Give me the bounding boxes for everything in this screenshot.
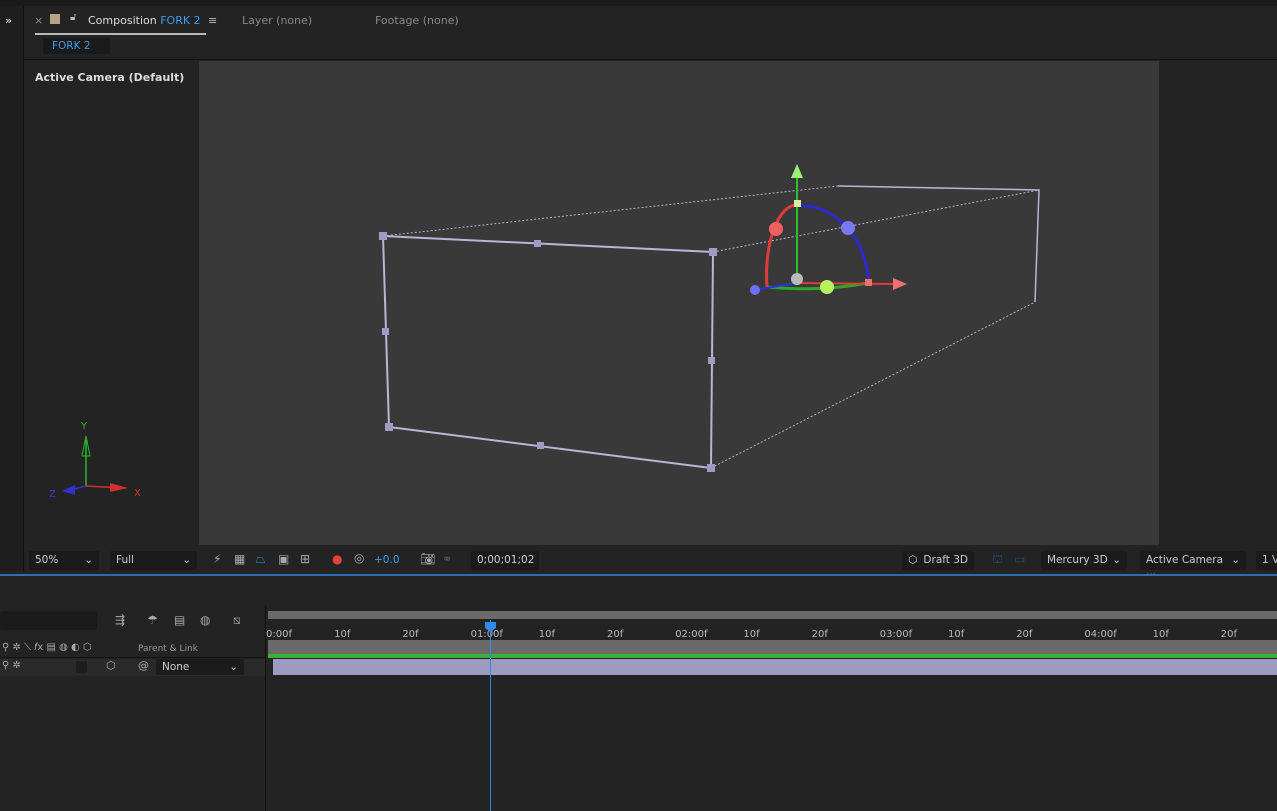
comp-color-swatch [50, 14, 60, 24]
parent-link-header: Parent & Link [138, 644, 198, 654]
ruler-tick-label: 02:00f [675, 629, 708, 640]
view-layout-dropdown[interactable]: 1 V [1256, 551, 1277, 570]
ruler-tick-label: 03:00f [879, 629, 913, 640]
ruler-tick-label: 10f [743, 629, 760, 640]
camera-view-value: Active Camera ... [1146, 554, 1224, 578]
top-strip [0, 0, 1277, 6]
playhead-line[interactable] [490, 620, 491, 811]
shy-layers-icon[interactable]: ☂ [147, 613, 158, 627]
close-tab-icon[interactable]: × [34, 14, 44, 27]
motion-blur-icon[interactable]: ◍ [200, 613, 211, 627]
resolution-value: Full [116, 554, 134, 566]
zoom-dropdown[interactable]: 50% ⌄ [29, 551, 99, 570]
axis-x-label: X [134, 488, 141, 499]
menu-icon[interactable]: ≡ [208, 14, 218, 27]
active-tab-underline [35, 33, 206, 35]
ruler-tick-label: 20f [1220, 629, 1238, 640]
renderer-dropdown[interactable]: Mercury 3D ⌄ [1041, 551, 1127, 570]
work-area-bar[interactable] [268, 640, 1277, 654]
ruler-tick-label: 20f [607, 629, 624, 640]
layer-label-swatch[interactable] [76, 661, 87, 673]
lock-icon[interactable]: 🔓︎ [70, 12, 77, 23]
layer-bounding-box [382, 185, 1040, 470]
transparency-grid-icon[interactable]: ▦ [234, 552, 246, 566]
3d-ground-plane-icon[interactable]: ⛫ [992, 552, 1004, 566]
left-panel-collapsed: » [0, 6, 24, 571]
bbox-handles [379, 232, 717, 472]
show-snapshot-icon[interactable]: ⚭ [442, 552, 453, 566]
layer-row[interactable]: ⚲ ✲ ⬡ @ None ⌄ [0, 659, 266, 676]
layer-search-input[interactable] [0, 611, 97, 630]
ruler-tick-label: 0:00f [266, 629, 292, 640]
renderer-value: Mercury 3D [1047, 554, 1108, 566]
ruler-tick-label: 10f [948, 629, 965, 640]
comp-navigator-fork2[interactable]: FORK 2 [43, 38, 110, 54]
time-ruler[interactable]: 0:00f 10f 20f 01:00f 10f 20f 02:00f 10f 20f 03:00… [266, 619, 1277, 640]
layer-switch-icons[interactable]: ⚲ ✲ [2, 660, 21, 671]
frame-blending-icon[interactable]: ▤ [174, 613, 186, 627]
fast-previews-icon[interactable]: ⚡ [213, 552, 222, 566]
ruler-tick-label: 20f [402, 629, 419, 640]
ruler-tick-label: 01:00f [470, 629, 503, 640]
ruler-tick-label: 10f [334, 629, 351, 640]
ruler-tick-label: 04:00f [1084, 629, 1117, 640]
ruler-tick-label: 20f [1016, 629, 1033, 640]
comp-name: FORK 2 [160, 14, 201, 27]
extended-viewer-icon[interactable]: ▭ [1014, 552, 1026, 566]
viewer-tab-bar: × 🔓︎ Composition FORK 2 ≡ Layer (none) F… [24, 6, 1277, 60]
grid-guides-icon[interactable]: ⊞ [300, 552, 311, 566]
parent-value: None [162, 661, 190, 673]
pick-whip-icon[interactable]: @ [138, 659, 149, 672]
panel-divider[interactable] [0, 574, 1277, 576]
viewer-toolbar: 50% ⌄ Full ⌄ ⚡ ▦ ⏢ ▣ ⊞ ● ◎ +0.0 📷︎ ⚭ 0;00;… [24, 548, 1277, 578]
channels-icon[interactable]: ● [332, 552, 343, 566]
exposure-value[interactable]: +0.0 [374, 554, 400, 566]
ruler-tick-label: 10f [538, 629, 556, 640]
time-navigator[interactable] [268, 611, 1277, 619]
timecode-value: 0;00;01;02 [477, 554, 535, 566]
tab-label: Composition [88, 14, 157, 27]
snapshot-icon[interactable]: 📷︎ [420, 552, 436, 566]
layer-switches-header: ⚲ ✲ ⟍ 𝑓x ▤ ◍ ◐ ⬡ Parent & Link [0, 641, 266, 658]
expand-panels-icon[interactable]: » [5, 14, 13, 27]
composition-flowchart-icon[interactable]: ⇶ [115, 613, 126, 627]
timecode-display[interactable]: 0;00;01;02 [471, 551, 539, 570]
tab-footage[interactable]: Footage (none) [375, 14, 459, 27]
graph-editor-icon[interactable]: ⧅ [233, 613, 241, 627]
camera-label: Active Camera (Default) [35, 71, 185, 84]
playhead-handle[interactable] [485, 622, 496, 632]
parent-dropdown[interactable]: None ⌄ [156, 659, 244, 675]
transform-gizmo[interactable] [750, 164, 907, 295]
draft-3d-button[interactable]: ⬡ Draft 3D [902, 551, 974, 570]
draft-3d-icon: ⬡ [908, 554, 918, 566]
timeline-divider [265, 606, 266, 811]
exposure-reset-icon[interactable]: ◎ [354, 551, 365, 565]
tab-composition[interactable]: Composition FORK 2 ≡ [88, 14, 217, 27]
work-area-indicator [268, 654, 1277, 658]
layer-duration-bar[interactable] [273, 659, 1277, 675]
ruler-tick-label: 10f [1152, 629, 1169, 640]
zoom-value: 50% [35, 554, 59, 566]
camera-view-dropdown[interactable]: Active Camera ... ⌄ [1140, 551, 1246, 578]
view-layout-value: 1 V [1262, 554, 1277, 566]
axis-y-label: Y [81, 421, 88, 432]
draft-3d-label: Draft 3D [923, 554, 968, 566]
3d-layer-icon[interactable]: ⬡ [106, 659, 116, 672]
axis-z-label: Z [49, 489, 56, 500]
ruler-tick-label: 20f [811, 629, 828, 640]
mask-visibility-icon[interactable]: ⏢ [256, 552, 266, 566]
switches-icons: ⚲ ✲ ⟍ 𝑓x ▤ ◍ ◐ ⬡ [2, 642, 92, 653]
region-of-interest-icon[interactable]: ▣ [278, 552, 290, 566]
resolution-dropdown[interactable]: Full ⌄ [110, 551, 197, 570]
tab-layer[interactable]: Layer (none) [242, 14, 313, 27]
axis-indicator [62, 435, 128, 495]
